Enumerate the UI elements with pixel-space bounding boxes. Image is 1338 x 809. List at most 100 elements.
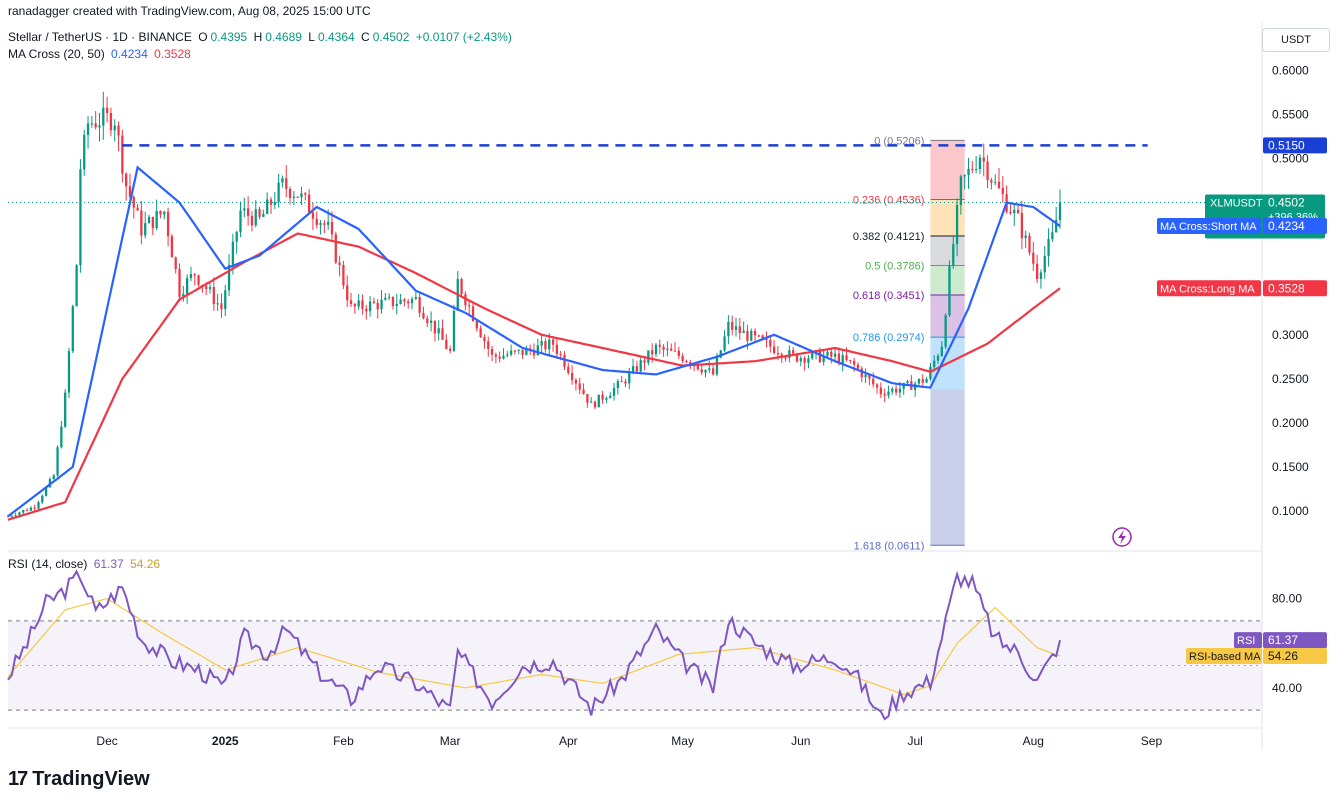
candle-body xyxy=(799,358,802,362)
candle-body xyxy=(727,322,730,337)
rsi-ma-value-tag xyxy=(1263,648,1327,665)
candle-body xyxy=(822,355,825,363)
candle-body xyxy=(563,354,566,367)
rsi-tag-value: 61.37 xyxy=(1268,633,1298,647)
chart-credit: ranadagger created with TradingView.com,… xyxy=(8,4,371,18)
ma-long-value: 0.3528 xyxy=(1268,281,1305,295)
fib-band xyxy=(930,295,965,338)
time-tick-label: Jul xyxy=(907,734,922,748)
candle-body xyxy=(673,350,677,352)
ma-long-line xyxy=(7,232,1061,521)
candle-body xyxy=(22,510,25,513)
tradingview-logo: 17 TradingView xyxy=(8,768,150,791)
candle-body xyxy=(540,341,543,346)
candle-body xyxy=(487,341,490,349)
candle-body xyxy=(955,204,959,245)
candle-body xyxy=(1028,235,1031,253)
candle-body xyxy=(837,353,841,364)
candle-body xyxy=(155,210,158,229)
candle-body xyxy=(490,348,494,355)
candle-body xyxy=(285,178,288,189)
price-pane[interactable]: 0 (0.5206) 0.236 (0.4536) 0.382 (0.4121) 0.… xyxy=(6,91,1262,553)
candle-body xyxy=(731,322,734,330)
candle-body xyxy=(719,350,722,358)
price-tick-label: 0.6000 xyxy=(1272,63,1309,77)
candle-body xyxy=(323,223,326,225)
candle-body xyxy=(448,348,452,351)
ma-short-value: 0.4234 xyxy=(111,47,148,61)
candle-body xyxy=(83,135,86,170)
candle-body xyxy=(959,176,963,205)
candle-body xyxy=(570,372,574,381)
candle-body xyxy=(670,348,673,351)
rsi-ma-value: 54.26 xyxy=(130,557,161,571)
last-price-symbol: XLMUSDT xyxy=(1210,197,1263,209)
candle-body xyxy=(666,348,669,350)
candle-body xyxy=(609,395,612,399)
candle-body xyxy=(140,210,143,236)
candle-body xyxy=(174,257,177,269)
candle-body xyxy=(349,300,353,305)
candle-body xyxy=(445,339,448,349)
candle-body xyxy=(403,299,406,302)
candle-body xyxy=(250,216,254,226)
resistance-value-tag xyxy=(1263,137,1327,154)
resistance-value: 0.5150 xyxy=(1268,138,1305,152)
fib-band xyxy=(930,236,965,266)
candle-body xyxy=(532,350,536,356)
candle-body xyxy=(647,350,650,363)
candle-body xyxy=(410,298,414,304)
candle-body xyxy=(997,181,1001,188)
candle-body xyxy=(1001,187,1004,195)
candle-body xyxy=(220,303,223,309)
candle-body xyxy=(590,401,593,403)
candle-body xyxy=(826,351,829,356)
candle-body xyxy=(468,305,471,307)
time-tick-label: Sep xyxy=(1141,734,1163,748)
candle-body xyxy=(772,346,776,354)
candle-body xyxy=(121,135,124,174)
rsi-ma-tag-value: 54.26 xyxy=(1268,649,1298,663)
candle-body xyxy=(391,296,395,306)
candle-body xyxy=(921,378,924,383)
candle-body xyxy=(25,510,29,512)
candle-body xyxy=(37,502,40,509)
candle-body xyxy=(6,516,10,518)
candle-body xyxy=(353,304,356,307)
rsi-title-tag xyxy=(1234,632,1262,649)
candle-body xyxy=(894,388,898,393)
news-bolt-icon xyxy=(1112,527,1132,547)
candle-body xyxy=(166,211,170,237)
candle-body xyxy=(197,275,200,285)
candle-body xyxy=(902,383,905,389)
candle-body xyxy=(14,515,17,517)
candle-body xyxy=(292,196,296,198)
candle-body xyxy=(963,175,966,177)
candle-body xyxy=(567,366,570,373)
ma-legend[interactable]: MA Cross (20, 50) 0.4234 0.3528 xyxy=(8,47,194,61)
candle-body xyxy=(52,475,55,480)
currency-button[interactable]: USDT xyxy=(1262,28,1330,52)
candle-body xyxy=(288,188,292,198)
rsi-legend[interactable]: RSI (14, close) 61.37 54.26 xyxy=(8,557,163,571)
candle-body xyxy=(224,290,227,309)
candle-body xyxy=(231,241,235,265)
candle-body xyxy=(1051,232,1054,240)
rsi-band xyxy=(8,620,1262,711)
candle-body xyxy=(460,279,463,295)
candle-body xyxy=(109,112,113,131)
candle-body xyxy=(803,358,806,363)
rsi-tick-label: 80.00 xyxy=(1272,592,1302,606)
candle-body xyxy=(925,378,928,383)
candle-body xyxy=(784,357,787,359)
candle-body xyxy=(738,326,741,334)
rsi-pane[interactable] xyxy=(7,569,1262,721)
fib-band xyxy=(930,265,965,296)
candle-body xyxy=(929,366,932,379)
candle-body xyxy=(868,374,871,379)
candle-body xyxy=(437,328,440,334)
symbol-legend[interactable]: Stellar / TetherUS · 1D · BINANCE O 0.439… xyxy=(8,30,515,44)
candle-body xyxy=(1013,209,1016,214)
candle-body xyxy=(818,351,822,363)
